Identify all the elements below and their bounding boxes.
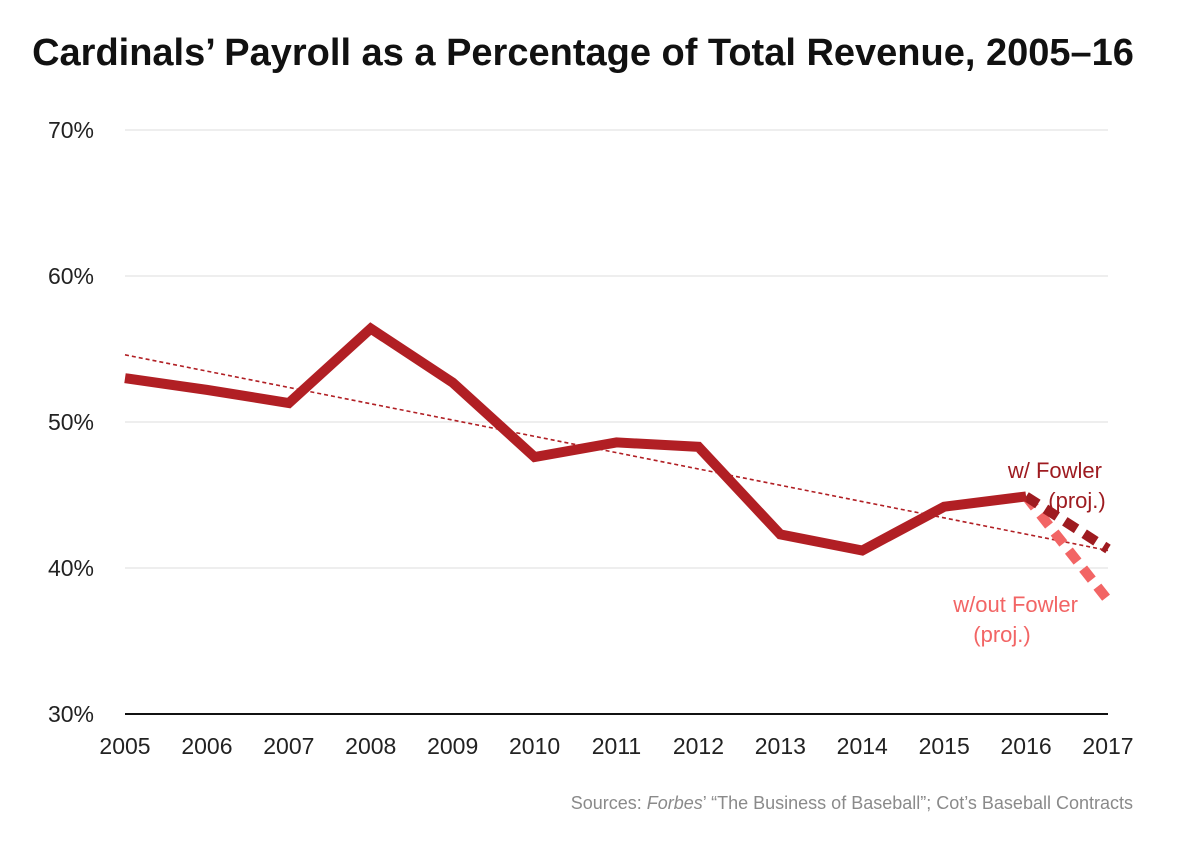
source-suffix: ’ “The Business of Baseball”; Cot’s Base… [703,793,1133,813]
series-line-with-fowler [1023,492,1111,554]
x-tick-label: 2014 [837,733,888,759]
x-tick-label: 2007 [263,733,314,759]
x-tick-label: 2015 [919,733,970,759]
source-italic: Forbes [647,793,703,813]
x-tick-label: 2017 [1082,733,1133,759]
annotation-without-fowler-line2: (proj.) [973,622,1030,647]
annotation-with-fowler-line1: w/ Fowler [1007,458,1102,483]
x-tick-label: 2005 [99,733,150,759]
x-tick-label: 2010 [509,733,560,759]
y-tick-label: 60% [48,263,94,289]
source-note: Sources: Forbes’ “The Business of Baseba… [571,793,1133,813]
annotation-without-fowler-line1: w/out Fowler [952,592,1078,617]
source-prefix: Sources: [571,793,647,813]
x-tick-label: 2016 [1000,733,1051,759]
series-annotations: w/ Fowler (proj.) w/out Fowler (proj.) [952,458,1105,647]
x-axis-ticks: 2005 2006 2007 2008 2009 2010 2011 2012 2013 2014… [99,733,1133,759]
x-tick-label: 2013 [755,733,806,759]
x-tick-label: 2008 [345,733,396,759]
y-tick-label: 40% [48,555,94,581]
trend-line [124,354,1109,552]
annotation-with-fowler-line2: (proj.) [1048,488,1105,513]
x-tick-label: 2009 [427,733,478,759]
chart-marks [124,322,1112,604]
y-axis-ticks: 30% 40% 50% 60% 70% [48,117,94,727]
y-tick-label: 30% [48,701,94,727]
x-tick-label: 2012 [673,733,724,759]
chart-title: Cardinals’ Payroll as a Percentage of To… [32,32,1134,74]
x-tick-label: 2011 [592,733,641,759]
y-tick-label: 70% [48,117,94,143]
gridlines [125,129,1108,569]
x-tick-label: 2006 [181,733,232,759]
y-tick-label: 50% [48,409,94,435]
series-line-payroll [124,322,1027,556]
